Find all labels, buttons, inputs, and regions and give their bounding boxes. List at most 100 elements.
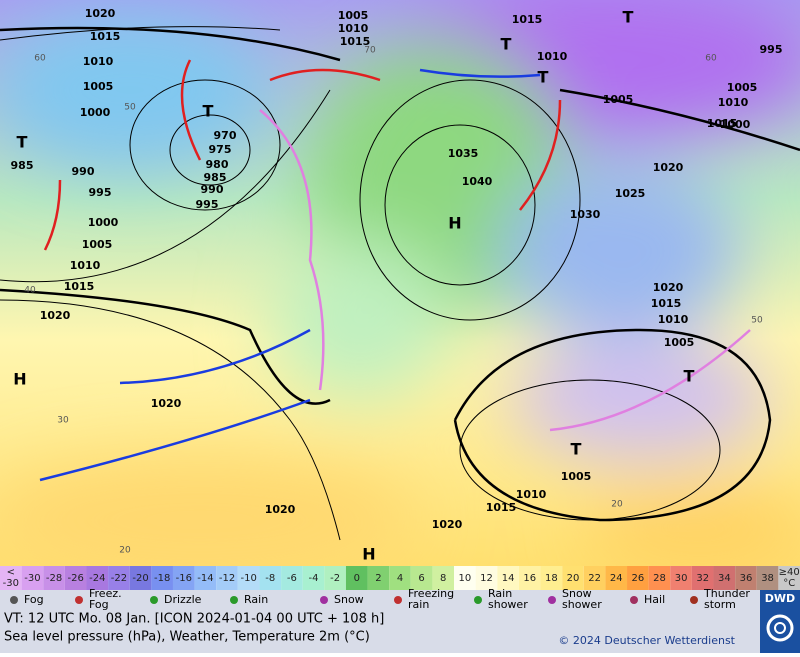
scale-label: -10 <box>240 573 256 584</box>
grid-label: 20 <box>119 546 131 556</box>
map-area <box>0 0 800 580</box>
grid-label: 60 <box>34 54 46 64</box>
scale-label: -30 <box>3 578 19 589</box>
isobar-label: 1005 <box>603 93 634 106</box>
scale-cell <box>0 566 22 590</box>
scale-cell <box>194 566 217 590</box>
legend-symbol <box>394 596 402 604</box>
legend-symbol <box>150 596 158 604</box>
isobar-label: 1010 <box>338 22 369 35</box>
scale-label: -16 <box>176 573 192 584</box>
scale-label: 28 <box>653 573 666 584</box>
legend-label: Rain shower <box>488 587 528 611</box>
legend-symbol <box>230 596 238 604</box>
legend-label: Snow shower <box>562 587 602 611</box>
scale-label: 24 <box>610 573 623 584</box>
isobar-label: 1010 <box>70 259 101 272</box>
grid-label: 20 <box>611 500 623 510</box>
legend-label: Fog <box>24 593 44 606</box>
scale-label: -8 <box>265 573 275 584</box>
pressure-center: T <box>623 8 634 27</box>
scale-cell <box>172 566 195 590</box>
isobar-label: 970 <box>214 129 237 142</box>
isobar-label: 1010 <box>718 96 749 109</box>
scale-label: 18 <box>545 573 558 584</box>
legend-label: Freezing rain <box>408 587 454 611</box>
isobar-label: 990 <box>72 165 95 178</box>
scale-cell <box>735 566 757 590</box>
isobar-label: 1005 <box>82 238 113 251</box>
isobar-label: 1020 <box>265 503 296 516</box>
pressure-center: T <box>203 102 214 121</box>
isobar-label: 1015 <box>340 35 371 48</box>
legend-label: Drizzle <box>164 593 202 606</box>
scale-cell <box>583 566 606 590</box>
scale-cell <box>108 566 130 590</box>
isobar-label: 1025 <box>615 187 646 200</box>
scale-label: 10 <box>458 573 471 584</box>
isobar-label: 1030 <box>570 208 601 221</box>
pressure-center: T <box>571 440 582 459</box>
legend-label: Hail <box>644 593 665 606</box>
isobar-label: 1000 <box>80 106 111 119</box>
isobar-label: 995 <box>760 43 783 56</box>
legend-symbol <box>690 596 698 604</box>
scale-label: < <box>7 567 15 578</box>
isobar-label: 985 <box>204 171 227 184</box>
scale-label: 6 <box>418 573 424 584</box>
isobar-label: 995 <box>89 186 112 199</box>
scale-cell <box>237 566 260 590</box>
legend-symbol <box>10 596 18 604</box>
scale-label: 30 <box>675 573 688 584</box>
scale-cell <box>756 566 779 590</box>
scale-label: -22 <box>111 573 127 584</box>
scale-cell <box>454 566 476 590</box>
scale-cell <box>562 566 584 590</box>
isobar-label: 1020 <box>653 281 684 294</box>
legend-label: Rain <box>244 593 268 606</box>
pressure-center: T <box>684 367 695 386</box>
logo-box <box>760 590 800 653</box>
scale-label: -26 <box>68 573 84 584</box>
scale-cell <box>605 566 628 590</box>
isobar-label: 1020 <box>653 161 684 174</box>
scale-cell <box>691 566 714 590</box>
scale-cell <box>627 566 649 590</box>
isobar-label: 995 <box>196 198 219 211</box>
legend-label: Snow <box>334 593 364 606</box>
scale-label: 26 <box>631 573 644 584</box>
scale-cell <box>259 566 282 590</box>
scale-cell <box>129 566 152 590</box>
isobar-label: 975 <box>209 143 232 156</box>
scale-cell <box>302 566 325 590</box>
scale-cell <box>151 566 173 590</box>
scale-cell <box>86 566 109 590</box>
scale-cell <box>345 566 368 590</box>
grid-label: 30 <box>57 416 69 426</box>
isobar-label: 1040 <box>462 175 493 188</box>
isobar-label: 1010 <box>516 488 547 501</box>
scale-cell <box>281 566 303 590</box>
copyright: © 2024 Deutscher Wetterdienst <box>558 634 735 647</box>
logo-text: DWD <box>765 592 795 605</box>
scale-label: 36 <box>740 573 753 584</box>
legend-symbol <box>548 596 556 604</box>
scale-cell <box>21 566 44 590</box>
grid-label: 60 <box>705 54 717 64</box>
scale-cell <box>64 566 87 590</box>
isobar-label: 1005 <box>664 336 695 349</box>
scale-cell <box>367 566 390 590</box>
scale-label: 4 <box>397 573 403 584</box>
scale-label: °C <box>783 578 795 589</box>
legend-symbol <box>630 596 638 604</box>
pressure-center: H <box>362 545 375 564</box>
scale-label: 20 <box>567 573 580 584</box>
scale-label: ≥40 <box>779 567 800 578</box>
valid-time: VT: 12 UTC Mo. 08 Jan. [ICON 2024-01-04 … <box>4 612 384 627</box>
isobar-label: 1015 <box>707 117 738 130</box>
isobar-label: 1020 <box>151 397 182 410</box>
isobar-label: 1015 <box>651 297 682 310</box>
grid-label: 70 <box>364 46 376 56</box>
isobar-label: 1010 <box>658 313 689 326</box>
